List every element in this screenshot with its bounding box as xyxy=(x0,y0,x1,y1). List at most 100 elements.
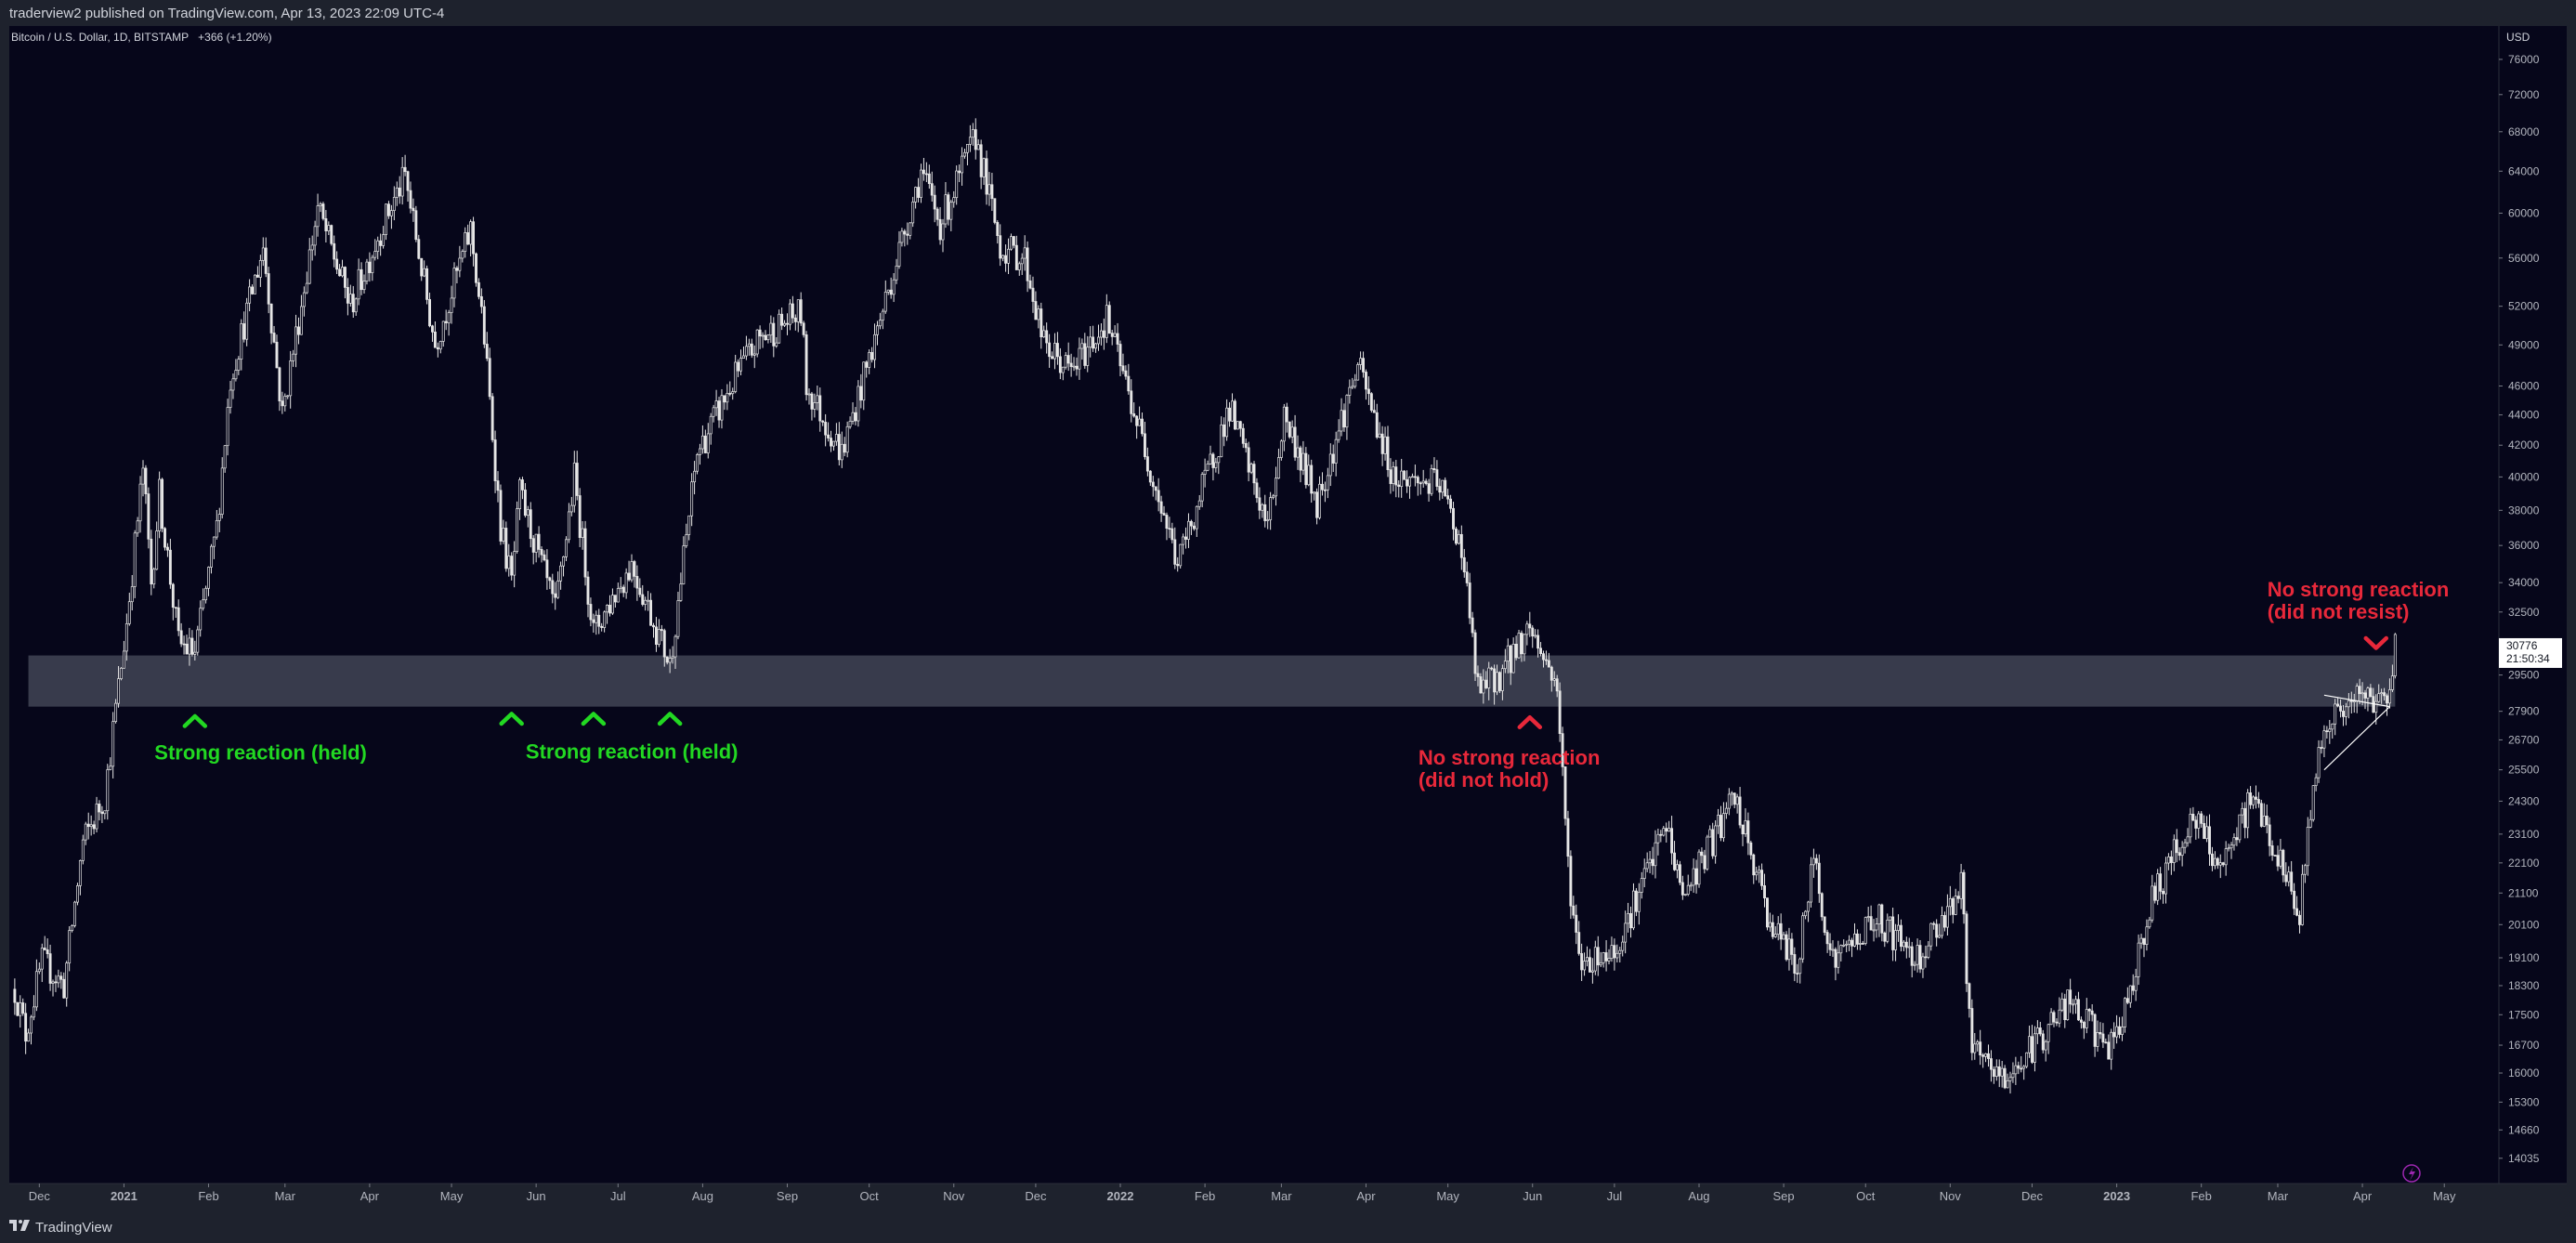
brand-name[interactable]: TradingView xyxy=(35,1219,112,1236)
candle-body xyxy=(2153,885,2157,901)
candle-body xyxy=(351,294,355,313)
candle-body xyxy=(720,395,724,421)
candle-body xyxy=(199,608,203,631)
chart-frame[interactable]: Strong reaction (held) Strong reaction (h… xyxy=(9,26,2567,1211)
candle-body xyxy=(1566,818,1570,857)
y-tick-label: 26700 xyxy=(2508,733,2540,746)
candle-body xyxy=(34,971,38,1008)
candle-body xyxy=(292,353,295,361)
candle-body xyxy=(961,155,964,174)
candle-body xyxy=(744,346,748,357)
candle-body xyxy=(1168,528,1171,530)
candle-body xyxy=(297,326,300,335)
candle-body xyxy=(1979,1041,1982,1056)
price-axis[interactable]: 76000 72000 68000 64000 60000 56000 52000 49000… xyxy=(2499,53,2540,1165)
candle-body xyxy=(2121,1027,2124,1035)
time-axis[interactable]: Dec 2021 Feb Mar Apr May Jun Jul Aug Sep Oct Nov Dec… xyxy=(29,1184,2456,1203)
candle-body xyxy=(32,1006,35,1018)
candle-body xyxy=(1145,456,1149,472)
candle-body xyxy=(1110,333,1114,337)
candle-body xyxy=(2249,792,2253,805)
y-tick-label: 27900 xyxy=(2508,705,2540,718)
candle-body xyxy=(2072,1003,2075,1006)
candle-body xyxy=(2180,846,2184,857)
triangle-upper-line xyxy=(2323,694,2390,708)
candle-body xyxy=(193,651,197,655)
candle-body xyxy=(750,343,753,356)
candle-body xyxy=(1720,815,1722,839)
candle-body xyxy=(321,203,325,219)
lightning-icon[interactable] xyxy=(2402,1164,2421,1183)
candle-body xyxy=(1446,495,1450,500)
candle-body xyxy=(513,551,517,576)
candle-body xyxy=(990,184,994,200)
candle-body xyxy=(595,614,598,623)
price-chart[interactable]: Strong reaction (held) Strong reaction (h… xyxy=(9,26,2567,1211)
candle-body xyxy=(935,208,939,220)
candle-body xyxy=(1214,462,1218,468)
candle-body xyxy=(433,332,437,348)
candle-body xyxy=(2218,862,2222,866)
candle-body xyxy=(171,583,175,608)
candle-body xyxy=(109,765,112,770)
candle-body xyxy=(226,407,229,447)
candle-body xyxy=(647,599,650,602)
candle-body xyxy=(796,299,800,322)
candle-body xyxy=(2270,845,2274,856)
candle-body xyxy=(1907,946,1911,949)
candle-body xyxy=(2363,692,2367,699)
candle-body xyxy=(1913,963,1916,966)
candle-body xyxy=(1455,529,1458,544)
candle-body xyxy=(1410,476,1414,478)
candle-body xyxy=(2066,989,2070,1021)
candle-body xyxy=(365,261,369,281)
candle-body xyxy=(1863,917,1867,944)
candle-body xyxy=(122,650,125,669)
plot-background xyxy=(9,26,2499,1184)
candle-body xyxy=(1921,956,1925,970)
candle-body xyxy=(1430,468,1433,494)
candle-body xyxy=(2166,857,2170,864)
candle-body xyxy=(1924,956,1928,959)
candle-body xyxy=(1252,464,1256,484)
candle-body xyxy=(979,144,983,177)
candle-body xyxy=(1727,793,1731,809)
candle-body xyxy=(204,587,208,601)
candle-body xyxy=(2386,695,2388,704)
candle-body xyxy=(2159,873,2163,892)
published-info: traderview2 published on TradingView.com… xyxy=(9,5,445,21)
x-tick-label: Jun xyxy=(527,1189,546,1203)
candle-body xyxy=(2331,723,2334,730)
candle-body xyxy=(1424,480,1428,484)
candle-body xyxy=(1397,484,1401,488)
candle-body xyxy=(968,137,972,145)
candle-body xyxy=(2210,853,2214,867)
candle-body xyxy=(1482,679,1485,694)
candle-body xyxy=(1721,813,1725,839)
candle-body xyxy=(1366,388,1370,395)
candle-body xyxy=(1452,507,1455,530)
tradingview-logo-icon[interactable] xyxy=(9,1219,30,1236)
candle-body xyxy=(2322,730,2326,749)
candle-body xyxy=(1315,491,1319,518)
candle-body xyxy=(2112,1031,2116,1038)
candle-body xyxy=(2110,1031,2113,1060)
candle-body xyxy=(2259,803,2263,827)
candle-body xyxy=(27,1032,31,1042)
candle-body xyxy=(1217,456,1221,464)
candle-body xyxy=(1351,386,1354,388)
candle-body xyxy=(2052,1012,2056,1023)
candle-body xyxy=(2342,711,2345,717)
y-tick-label: 23100 xyxy=(2508,828,2540,841)
x-tick-label: Nov xyxy=(1940,1189,1962,1203)
candle-body xyxy=(1618,949,1622,954)
candle-body xyxy=(313,226,317,246)
candle-body xyxy=(958,170,961,174)
candle-body xyxy=(2044,1040,2047,1051)
candle-body xyxy=(1058,356,1062,373)
candle-body xyxy=(922,169,925,175)
candle-body xyxy=(2311,785,2315,820)
candle-body xyxy=(2197,813,2201,829)
candle-body xyxy=(1706,836,1709,870)
candle-body xyxy=(700,435,704,450)
